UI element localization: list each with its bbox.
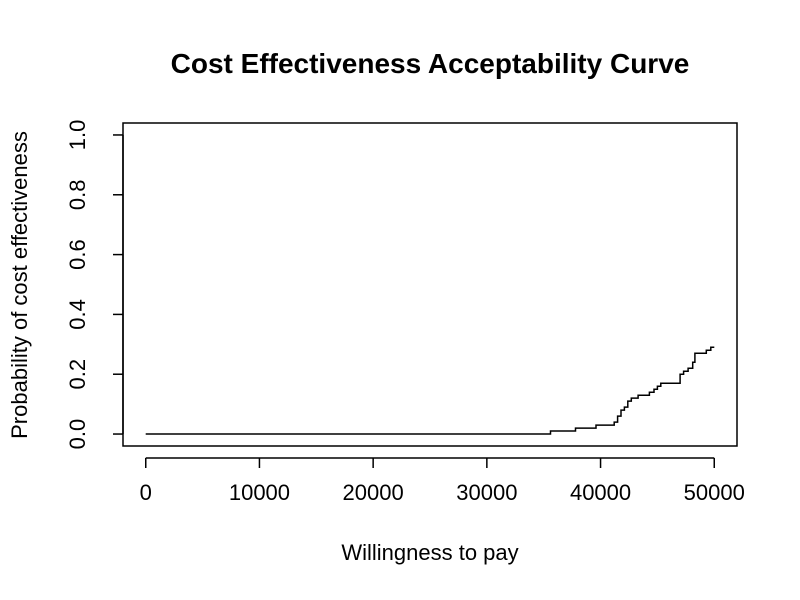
x-tick-label: 0 — [140, 480, 152, 505]
x-axis-label: Willingness to pay — [341, 540, 518, 565]
y-tick-label: 0.6 — [65, 239, 90, 270]
x-tick-label: 50000 — [684, 480, 745, 505]
y-axis-label: Probability of cost effectiveness — [7, 131, 32, 439]
y-tick-label: 0.2 — [65, 359, 90, 390]
x-tick-label: 20000 — [343, 480, 404, 505]
y-tick-label: 0.0 — [65, 419, 90, 450]
x-tick-label: 10000 — [229, 480, 290, 505]
y-tick-label: 0.8 — [65, 179, 90, 210]
y-axis: 0.0 0.2 0.4 0.6 0.8 1.0 — [65, 120, 124, 450]
chart-title: Cost Effectiveness Acceptability Curve — [171, 48, 690, 79]
series-layer — [145, 346, 715, 435]
y-tick-label: 0.4 — [65, 299, 90, 330]
x-tick-label: 40000 — [570, 480, 631, 505]
x-axis: 0 10000 20000 30000 40000 50000 — [140, 457, 745, 505]
ceac-line — [145, 346, 715, 435]
y-tick-label: 1.0 — [65, 120, 90, 151]
x-tick-label: 30000 — [456, 480, 517, 505]
plot-frame — [122, 122, 738, 447]
